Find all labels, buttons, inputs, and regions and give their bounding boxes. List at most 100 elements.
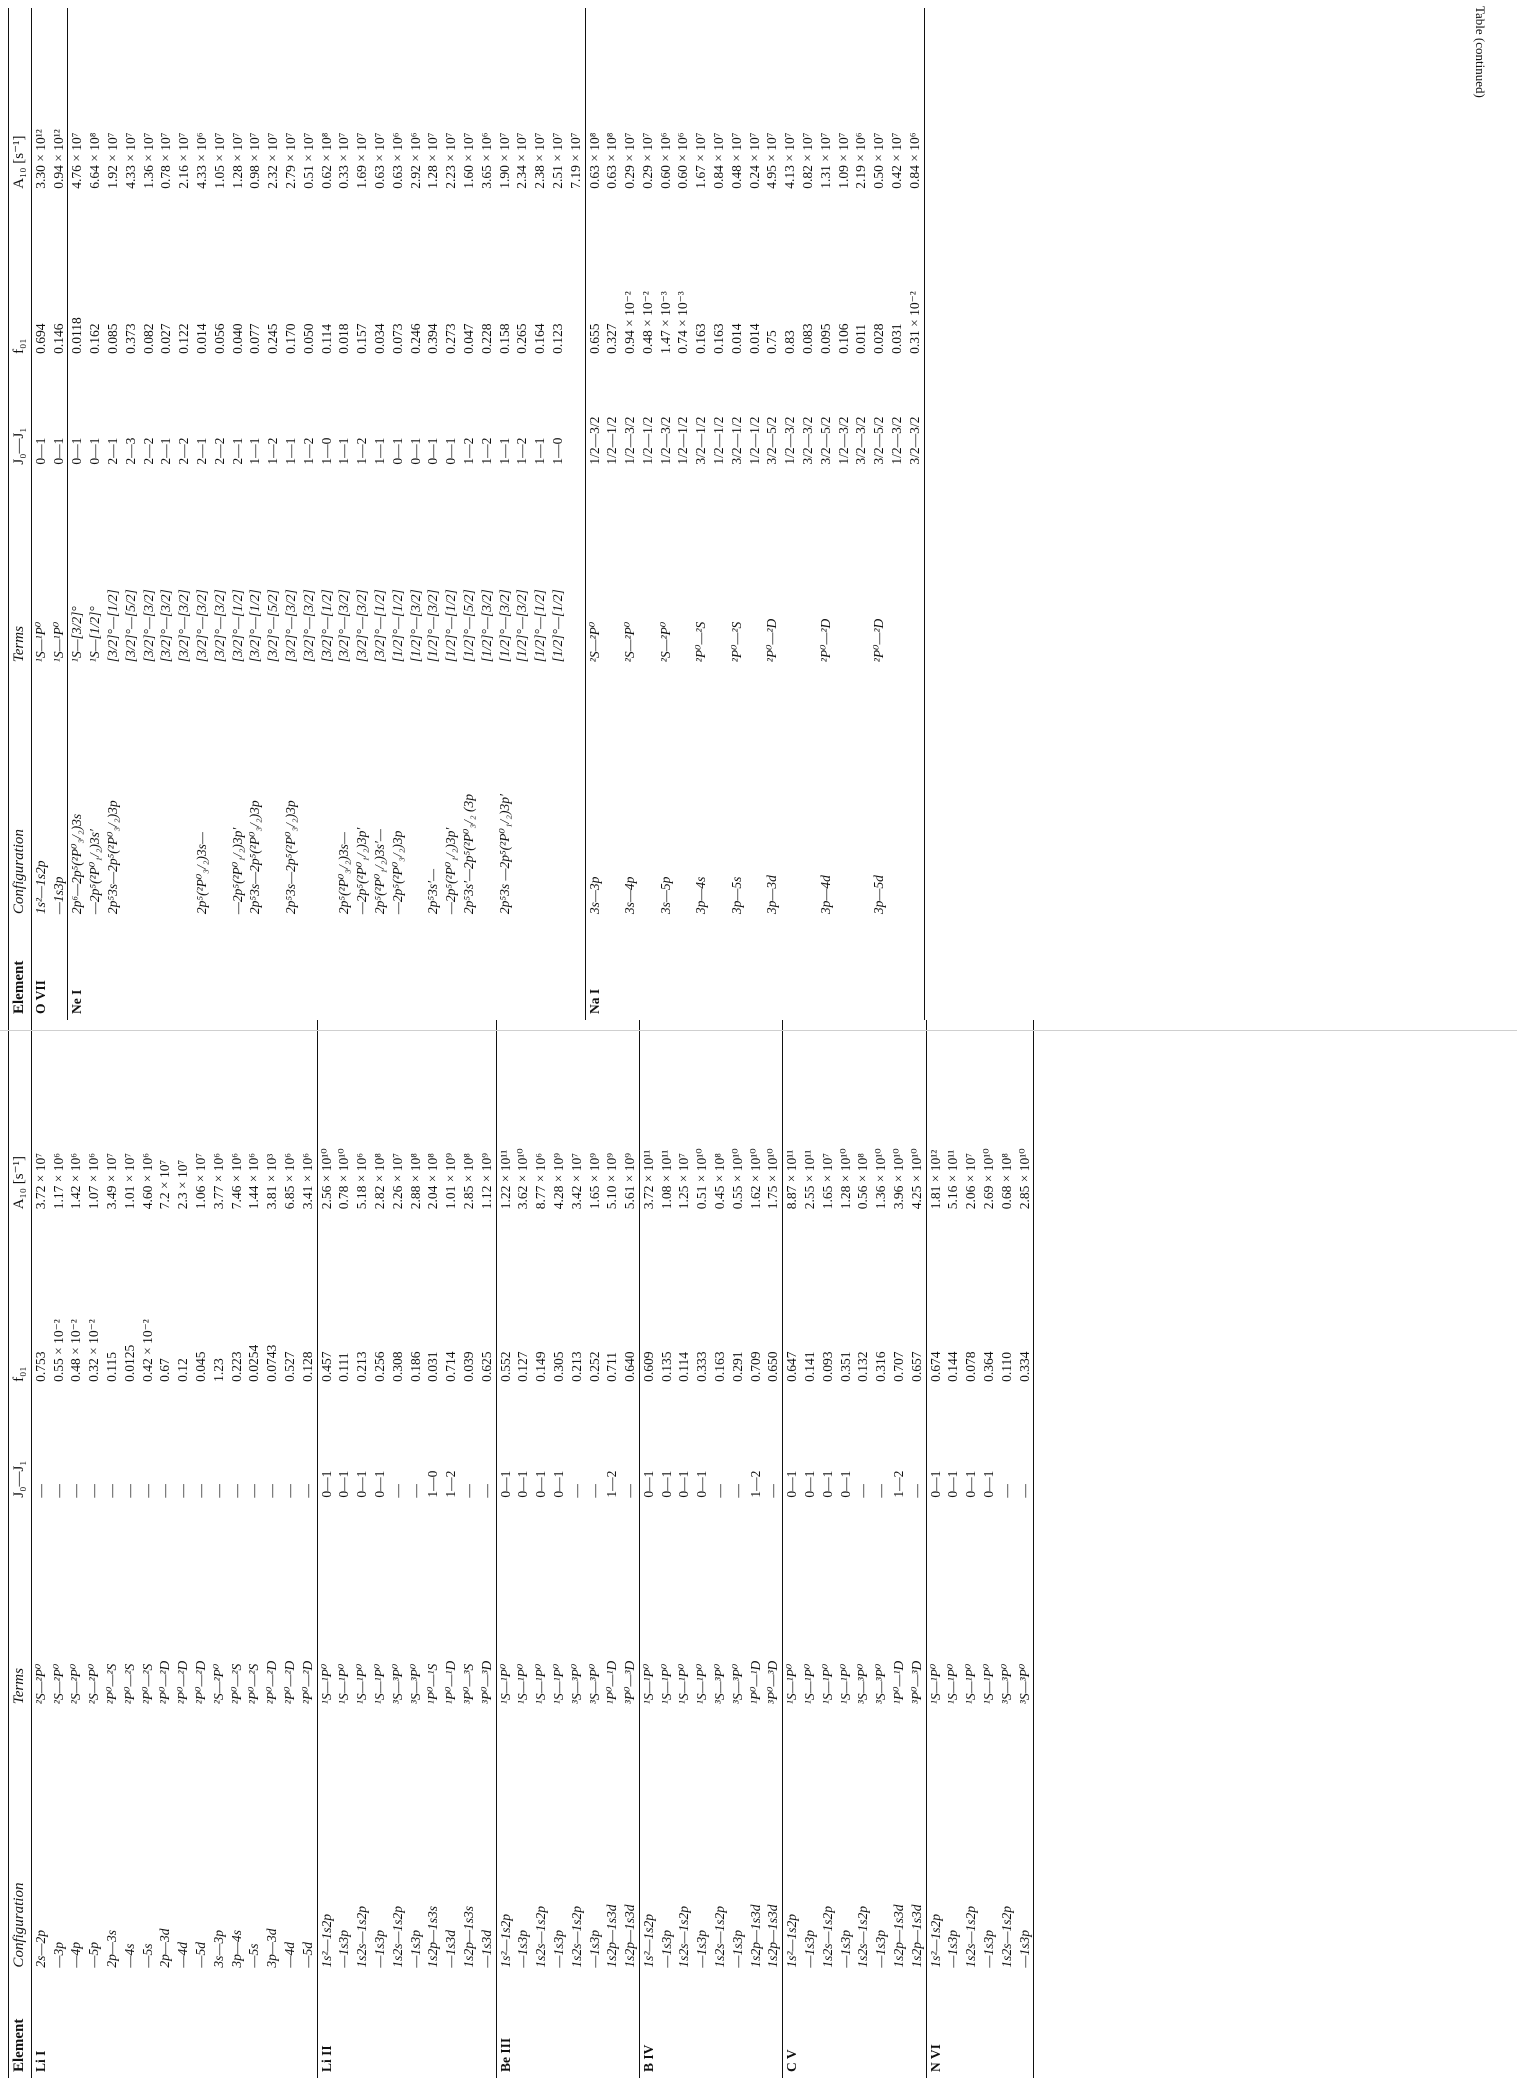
table-row: 2p⁵(²P⁰₁/₂)3s′— [3/2]°—[1/2] 1—1 0.034 0.63 … — [371, 8, 389, 1020]
terms-cell: ³S—³P⁰ — [998, 1663, 1014, 1705]
configuration-cell: 3p—3d — [264, 1928, 280, 1968]
element-cell — [962, 1974, 980, 2078]
a-cell: 1.81 × 10¹² — [926, 1020, 945, 1216]
terms-cell: ¹S—¹P⁰ — [336, 1663, 352, 1705]
f-cell: 0.128 — [299, 1351, 315, 1382]
terms-cell: ¹P⁰—¹S — [425, 1663, 441, 1705]
a-cell: 0.63 × 10⁷ — [371, 132, 387, 189]
terms-cell: ¹P⁰—¹D — [891, 1660, 907, 1705]
configuration-cell: 1s²—1s2p — [317, 1710, 336, 1974]
terms-cell: ³P⁰—³D — [908, 1660, 924, 1705]
table-row: —2p⁵(²P⁰₁/₂)3p′ [1/2]°—[1/2] 0—1 0.273 2.23 … — [442, 8, 460, 1020]
table-row: 3p—4s ²P⁰—²S 3/2—1/2 0.163 1.67 × 10⁷ — [692, 8, 710, 1020]
a-cell: 1.25 × 10⁷ — [676, 1153, 692, 1210]
j-cell: 0—1 — [658, 1470, 674, 1498]
f-cell: 0.018 — [336, 323, 352, 354]
element-cell — [299, 1974, 317, 2078]
j-cell: 2—1 — [193, 437, 209, 465]
f-cell: 1.47 × 10⁻³ — [657, 291, 673, 354]
j-cell: 0—1 — [837, 1470, 853, 1498]
j-cell: — — [121, 1484, 137, 1498]
j-cell: 1—2 — [460, 437, 476, 465]
element-cell — [890, 1974, 908, 2078]
f-cell: 0.186 — [407, 1351, 423, 1382]
terms-cell: [3/2]°—[3/2] — [211, 589, 227, 663]
configuration-cell: —4d — [281, 1942, 297, 1968]
terms-cell — [603, 471, 621, 669]
f-cell: 0.527 — [281, 1351, 297, 1382]
element-cell — [657, 920, 675, 1020]
terms-cell: [3/2]°—[1/2] — [229, 589, 245, 663]
a-cell: 0.84 × 10⁷ — [711, 132, 727, 189]
a-cell: 0.94 × 10¹² — [50, 129, 66, 189]
table-row: —2p⁵(²P⁰₁/₂)3p′ [3/2]°—[1/2] 2—1 0.040 1.28 … — [229, 8, 247, 1020]
element-cell — [567, 920, 585, 1020]
element-cell — [157, 920, 175, 1020]
table-row: —1s3p ³S—³P⁰ — 0.316 1.36 × 10¹⁰ — [872, 1020, 890, 2078]
f-cell: 0.245 — [265, 323, 281, 354]
a-cell: 0.42 × 10⁷ — [889, 132, 905, 189]
terms-cell — [710, 471, 728, 669]
a-cell: 5.16 × 10¹¹ — [945, 1149, 961, 1210]
element-cell — [905, 920, 925, 1020]
a-cell: 1.07 × 10⁶ — [86, 1153, 102, 1210]
configuration-cell — [122, 668, 140, 920]
j-cell: 1—1 — [496, 437, 512, 465]
configuration-cell: —5d — [299, 1942, 315, 1968]
terms-cell — [799, 471, 817, 669]
f-cell: 0.014 — [746, 323, 762, 354]
table-row: 3p—5d ²P⁰—²D 3/2—5/2 0.028 0.50 × 10⁷ — [870, 8, 888, 1020]
f-cell: 0.647 — [782, 1215, 802, 1388]
table-row: —1s3p ¹S—¹P⁰ 0—1 0.144 5.16 × 10¹¹ — [944, 1020, 962, 2078]
element-cell — [550, 1974, 568, 2078]
terms-cell: ¹S—[1/2]° — [87, 606, 103, 663]
configuration-cell: —1s3p — [336, 1930, 352, 1968]
table-row: 1s2s—1s2p ¹S—¹P⁰ 0—1 0.213 5.18 × 10⁶ — [353, 1020, 371, 2078]
table-row: C V 1s²—1s2p ¹S—¹P⁰ 0—1 0.647 8.87 × 10¹¹ — [782, 1020, 802, 2078]
a-cell: 0.55 × 10¹⁰ — [729, 1148, 745, 1210]
element-cell — [282, 920, 300, 1020]
j-cell: 0—1 — [926, 1387, 945, 1504]
terms-cell: ³P⁰—³D — [765, 1660, 781, 1705]
j-cell: — — [103, 1484, 119, 1498]
a-cell: 1.06 × 10⁷ — [192, 1153, 208, 1210]
terms-cell: ¹S—¹P⁰ — [317, 1503, 336, 1711]
configuration-cell: —1s3p — [694, 1930, 710, 1968]
header-terms: Terms — [11, 1668, 27, 1705]
page-divider — [0, 1030, 1517, 1031]
j-cell: 0—1 — [31, 359, 50, 471]
element-cell — [781, 920, 799, 1020]
element-cell — [870, 920, 888, 1020]
f-cell: 0.170 — [282, 323, 298, 354]
element-cell — [353, 920, 371, 1020]
j-cell: — — [460, 1484, 476, 1498]
element-cell — [568, 1974, 586, 2078]
a-cell: 0.60 × 10⁶ — [657, 132, 673, 189]
element-cell: Be III — [496, 1973, 515, 2078]
f-cell — [567, 195, 585, 360]
configuration-cell: 1s²—1s2p — [926, 1710, 945, 1974]
configuration-cell: —4d — [175, 1942, 191, 1968]
f-cell: 0.034 — [371, 323, 387, 354]
f-cell: 0.141 — [802, 1351, 818, 1382]
j-cell: — — [86, 1484, 102, 1498]
table-row: 1s2s—1s2p ³S—³P⁰ — 0.308 2.26 × 10⁷ — [389, 1020, 407, 2078]
f-cell: 0.711 — [604, 1351, 620, 1382]
terms-cell: ²S—²P⁰ — [50, 1663, 66, 1705]
a-cell: 1.12 × 10⁹ — [478, 1153, 494, 1210]
j-cell: 1/2—1/2 — [675, 416, 691, 465]
configuration-cell: —5p — [86, 1942, 102, 1968]
j-cell: — — [855, 1484, 871, 1498]
configuration-cell: —1s3d — [443, 1930, 459, 1968]
j-cell: 1—2 — [478, 437, 494, 465]
j-cell: — — [765, 1484, 781, 1498]
f-cell: 0.056 — [211, 323, 227, 354]
j-cell: — — [50, 1484, 66, 1498]
element-cell — [281, 1974, 299, 2078]
j-cell: 1/2—1/2 — [639, 416, 655, 465]
configuration-cell: 3p—5d — [871, 875, 887, 915]
j-cell: 2—3 — [122, 437, 138, 465]
terms-cell: ¹P⁰—¹D — [443, 1660, 459, 1705]
element-cell — [424, 920, 442, 1020]
a-cell: 2.04 × 10⁸ — [425, 1153, 441, 1210]
